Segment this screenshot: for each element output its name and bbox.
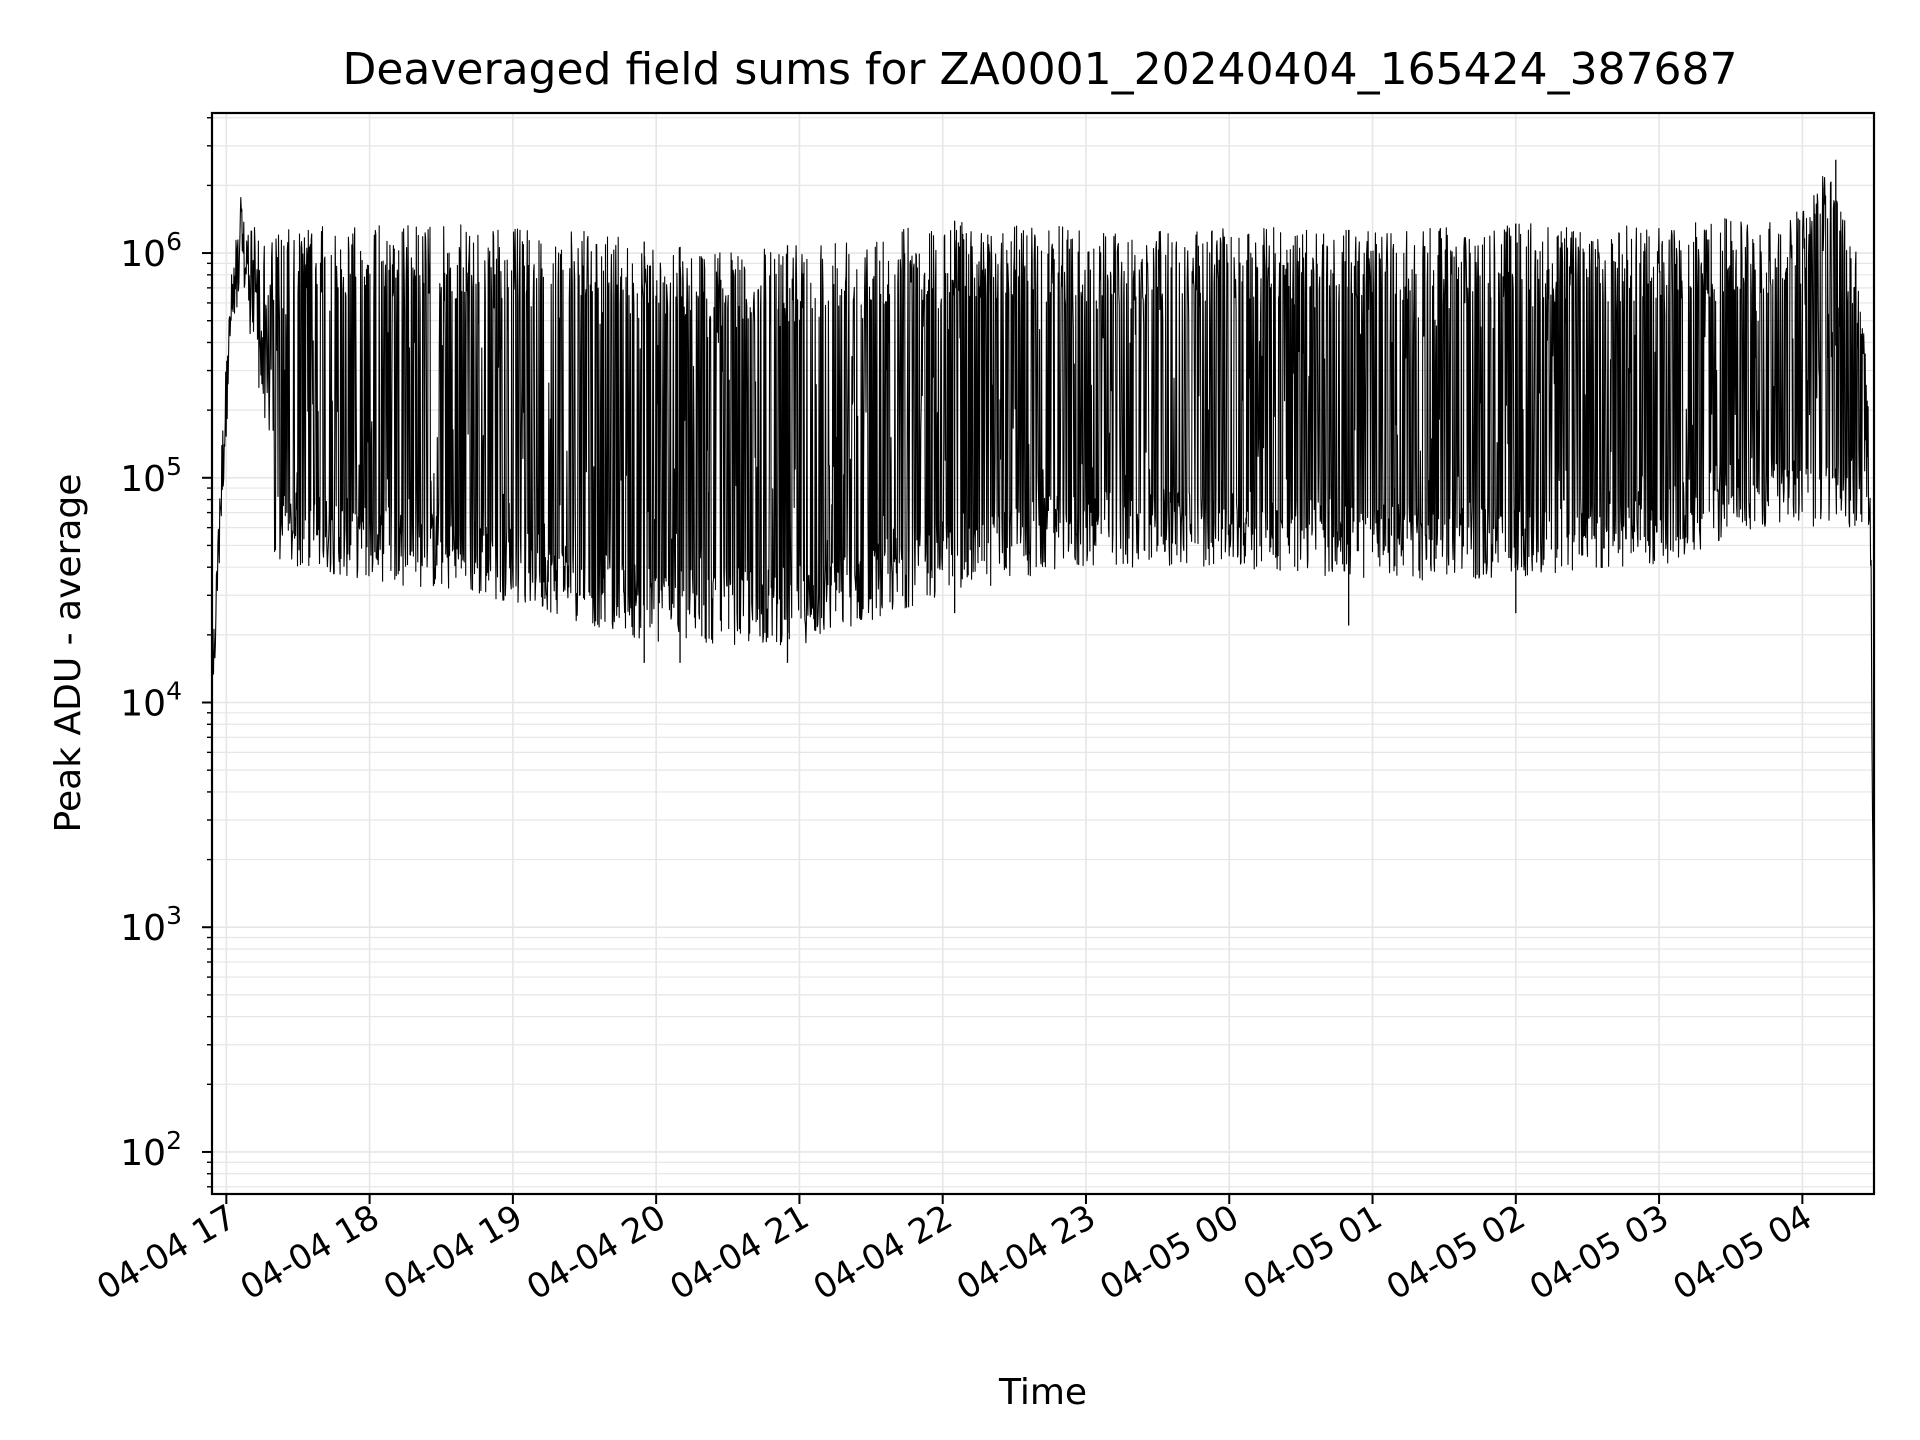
y-tick-label-exponent: 5 [166, 452, 182, 481]
x-tick-label: 04-05 04 [1666, 1197, 1818, 1308]
x-tick-label: 04-04 17 [90, 1197, 242, 1308]
y-tick-label-base: 10 [120, 1133, 166, 1174]
y-tick-label-exponent: 6 [166, 227, 182, 256]
y-tick-label: 106 [120, 227, 182, 275]
x-tick-label: 04-04 23 [950, 1197, 1102, 1308]
x-tick-label: 04-04 18 [234, 1197, 386, 1308]
y-tick-label: 102 [120, 1126, 182, 1174]
y-tick-label-base: 10 [120, 908, 166, 949]
x-tick-label: 04-04 20 [520, 1197, 672, 1308]
x-tick-label: 04-05 03 [1523, 1197, 1675, 1308]
x-axis-label: Time [998, 1372, 1087, 1413]
y-tick-label-exponent: 3 [166, 901, 182, 930]
y-tick-label-base: 10 [120, 459, 166, 500]
x-tick-label: 04-04 22 [807, 1197, 959, 1308]
x-tick-label: 04-04 19 [377, 1197, 529, 1308]
x-tick-label: 04-04 21 [664, 1197, 816, 1308]
y-axis-label: Peak ADU - average [48, 474, 89, 833]
x-tick-label: 04-05 00 [1093, 1197, 1245, 1308]
y-tick-label: 104 [120, 677, 182, 725]
y-tick-label-exponent: 2 [166, 1126, 182, 1155]
y-tick-label-base: 10 [120, 684, 166, 725]
y-tick-label-base: 10 [120, 234, 166, 275]
y-tick-label: 105 [120, 452, 182, 500]
data-layer [211, 159, 1875, 963]
y-tick-label: 103 [120, 901, 182, 949]
x-tick-label: 04-05 01 [1237, 1197, 1389, 1308]
chart-title: Deaveraged field sums for ZA0001_2024040… [342, 44, 1737, 95]
x-tick-label: 04-05 02 [1380, 1197, 1532, 1308]
y-tick-label-exponent: 4 [166, 677, 182, 706]
data-series-line [211, 176, 1875, 963]
plot-frame [210, 111, 1876, 1196]
